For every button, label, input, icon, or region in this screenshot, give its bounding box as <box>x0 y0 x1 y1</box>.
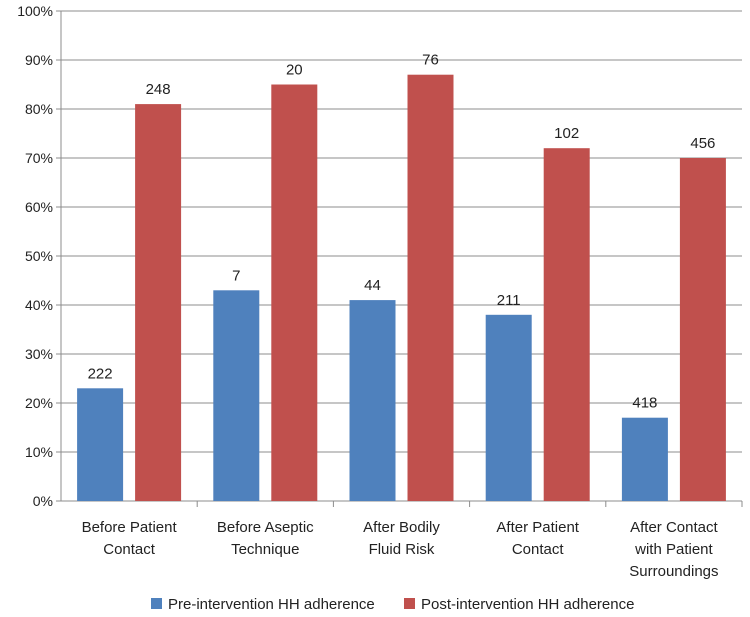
data-label: 102 <box>554 125 579 142</box>
y-axis-ticks: 0% 10% 20% 30% 40% 50% 60% 70% 80% 90% 100% <box>17 3 53 509</box>
y-tick-label: 70% <box>25 150 53 166</box>
y-tick-label: 40% <box>25 297 53 313</box>
bar <box>679 158 726 501</box>
y-tick-label: 10% <box>25 444 53 460</box>
bars <box>77 74 726 501</box>
data-label: 7 <box>232 267 240 284</box>
bar <box>349 300 396 501</box>
bar <box>621 417 668 501</box>
data-label: 418 <box>632 395 657 412</box>
data-label: 44 <box>364 277 381 294</box>
category-label: Surroundings <box>629 563 718 580</box>
y-tick-label: 60% <box>25 199 53 215</box>
bar <box>543 148 590 501</box>
y-tick-label: 80% <box>25 101 53 117</box>
y-tick-label: 50% <box>25 248 53 264</box>
bar <box>77 388 124 501</box>
y-tick-label: 20% <box>25 395 53 411</box>
bar <box>135 104 182 501</box>
category-label: Technique <box>231 541 299 558</box>
category-label: After Patient <box>496 519 579 536</box>
data-label: 76 <box>422 52 439 69</box>
legend-label: Post-intervention HH adherence <box>421 596 634 613</box>
legend-swatch <box>151 598 162 609</box>
y-tick-label: 90% <box>25 52 53 68</box>
y-tick-label: 100% <box>17 3 53 19</box>
category-label: Fluid Risk <box>369 541 435 558</box>
y-tick-label: 0% <box>33 493 53 509</box>
category-label: Contact <box>512 541 565 558</box>
category-label: Contact <box>103 541 156 558</box>
category-label: After Contact <box>630 519 718 536</box>
data-label: 456 <box>690 135 715 152</box>
bar <box>271 84 318 501</box>
legend-label: Pre-intervention HH adherence <box>168 596 375 613</box>
category-label: with Patient <box>634 541 713 558</box>
category-label: Before Aseptic <box>217 519 314 536</box>
legend-swatch <box>404 598 415 609</box>
legend: Pre-intervention HH adherence Post-interv… <box>151 596 634 613</box>
bar <box>407 74 454 501</box>
category-label: After Bodily <box>363 519 440 536</box>
category-label: Before Patient <box>82 519 178 536</box>
bar <box>213 290 260 501</box>
data-labels: 222 248 7 20 44 76 211 102 418 456 <box>88 52 716 412</box>
data-label: 211 <box>497 292 521 309</box>
y-tick-label: 30% <box>25 346 53 362</box>
data-label: 248 <box>146 81 171 98</box>
x-axis-categories: Before Patient Contact Before Aseptic Techn… <box>82 519 719 580</box>
data-label: 222 <box>88 365 113 382</box>
bar <box>485 314 532 501</box>
data-label: 20 <box>286 62 303 79</box>
